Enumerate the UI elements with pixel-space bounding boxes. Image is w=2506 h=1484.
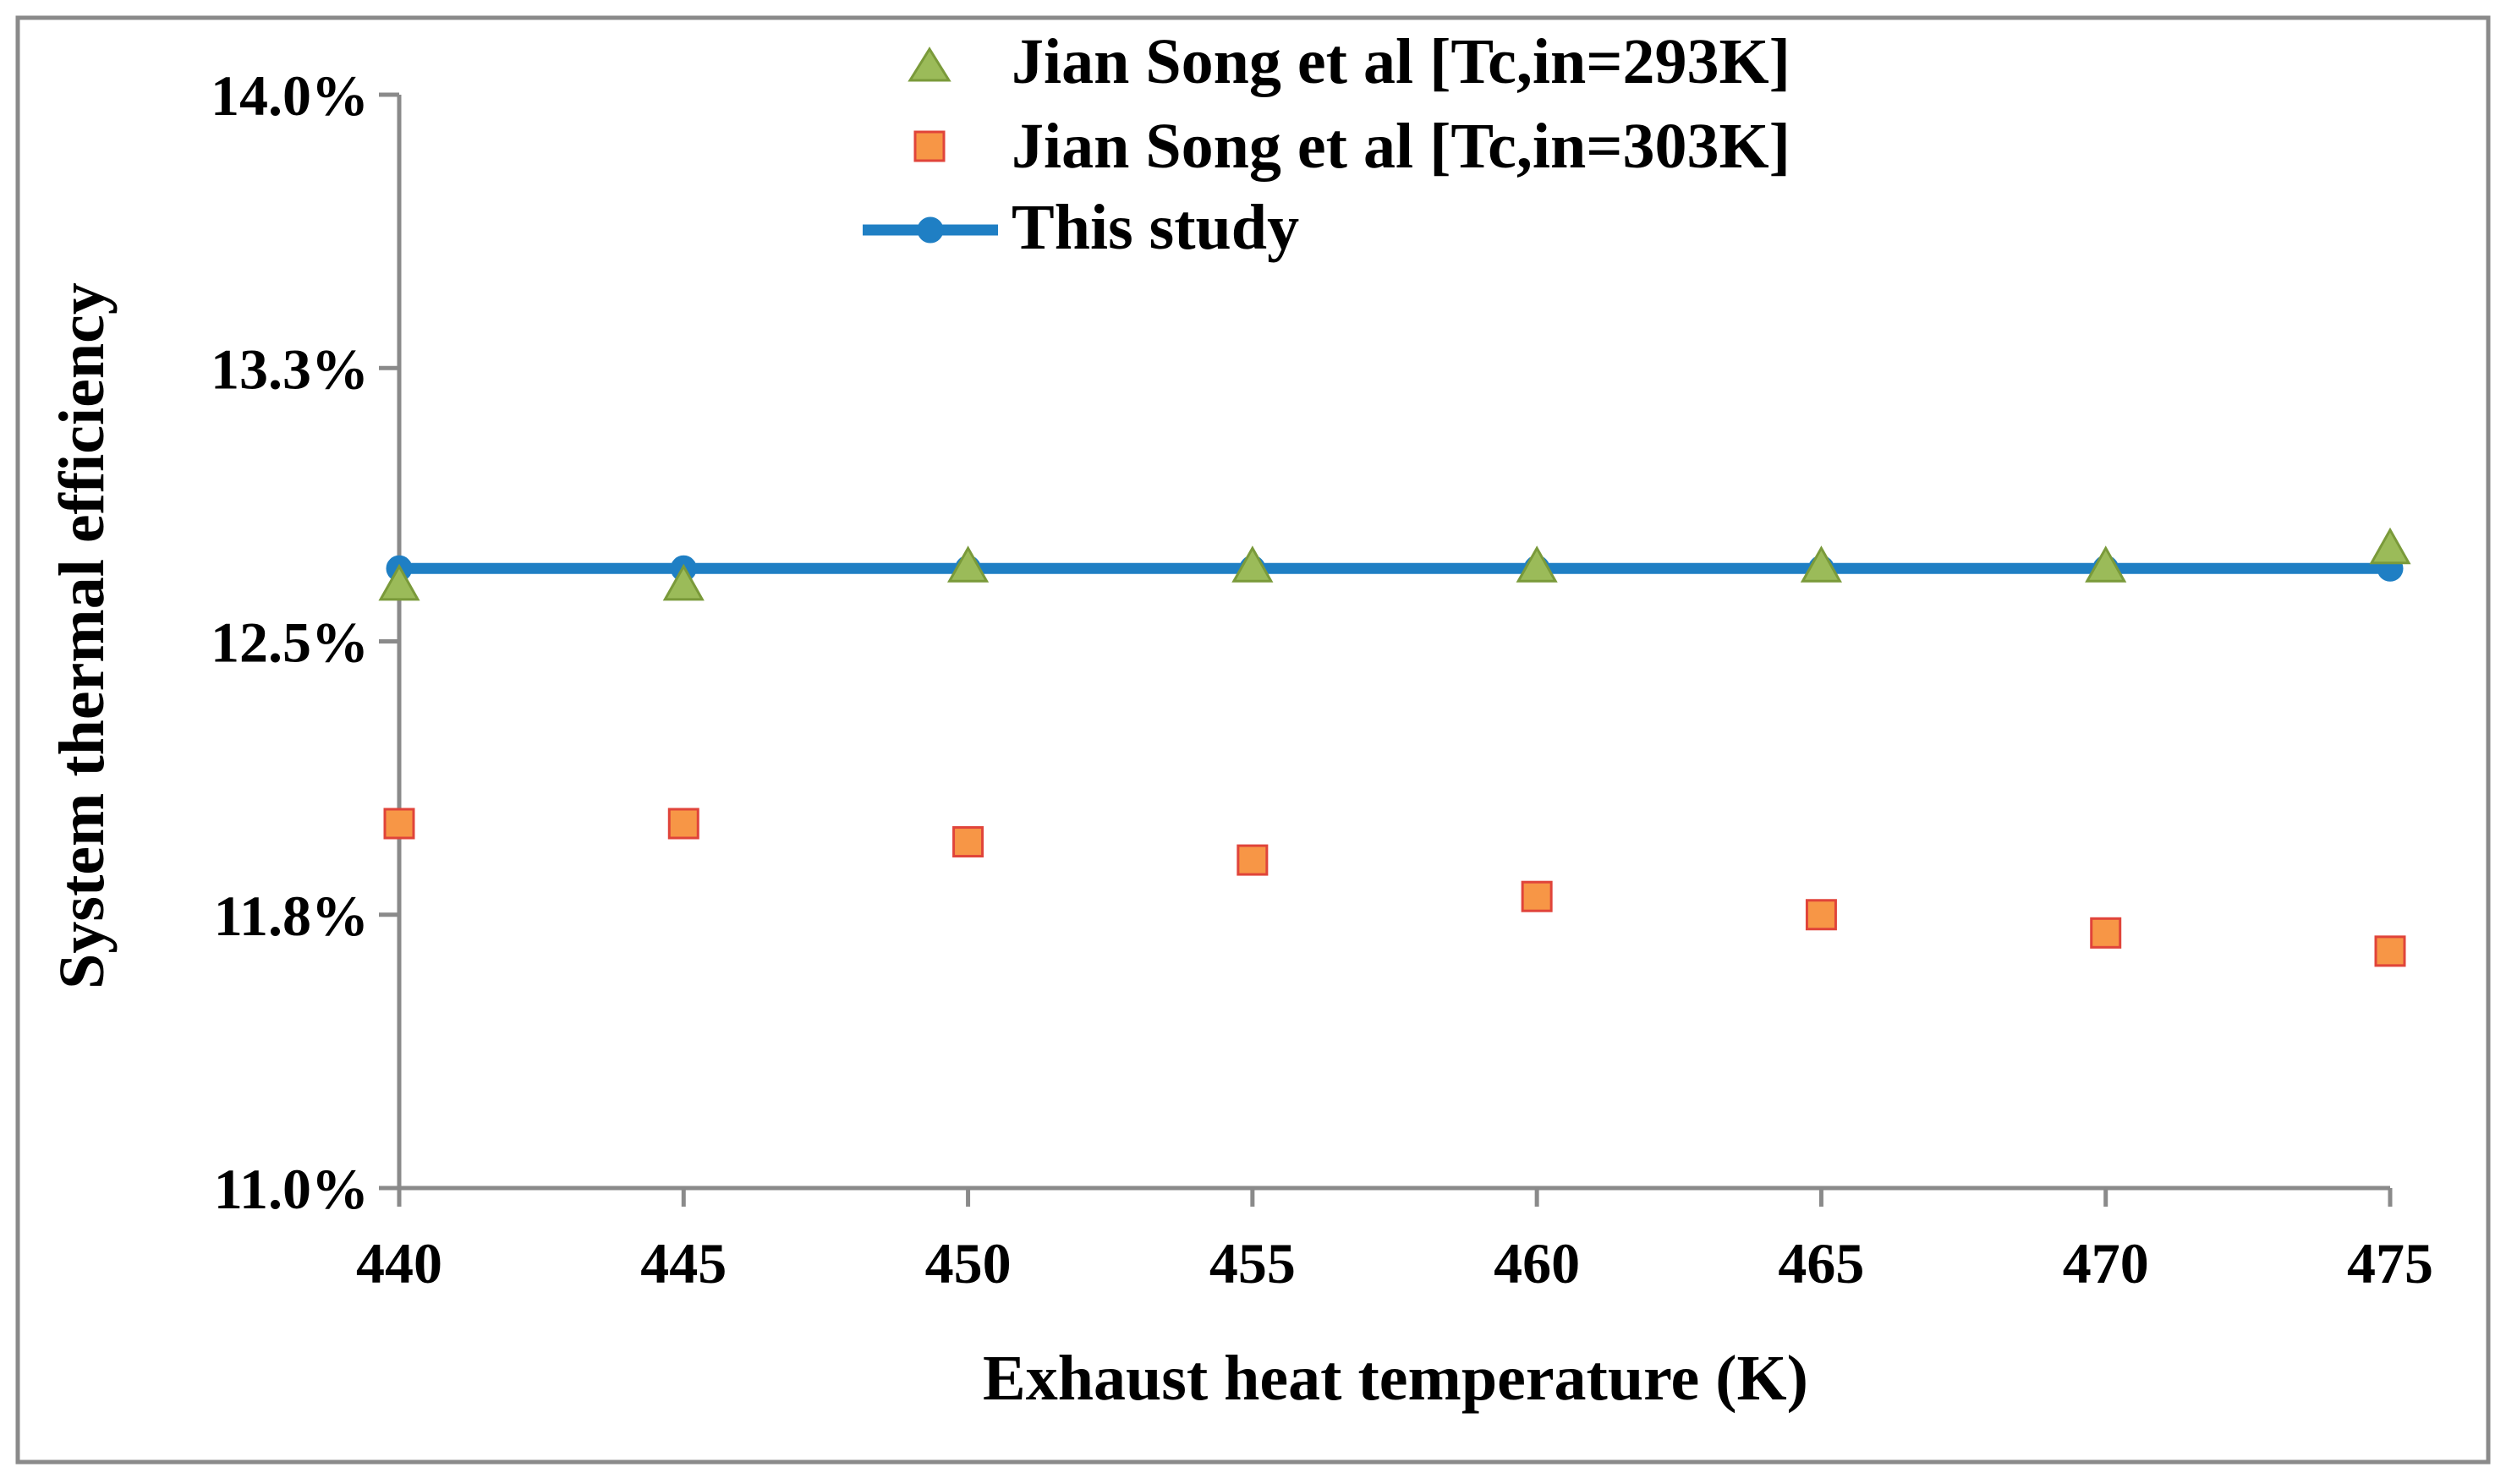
x-tick-label: 445 xyxy=(640,1231,727,1295)
data-point-triangle xyxy=(947,545,990,583)
x-tick-label: 440 xyxy=(356,1231,442,1295)
data-point-triangle xyxy=(1516,545,1558,583)
x-axis-title: Exhaust heat temperature (K) xyxy=(983,1343,1808,1414)
series-1 xyxy=(378,527,2411,601)
legend-label-series-1: Jian Song et al [Tc,in=293K] xyxy=(1012,26,1790,97)
legend-entry-series-2: Jian Song et al [Tc,in=303K] xyxy=(913,111,1790,182)
marks xyxy=(378,527,2411,967)
data-point-triangle xyxy=(2085,545,2127,583)
y-tick-label: 13.3% xyxy=(211,337,369,401)
x-tick-label: 460 xyxy=(1494,1231,1580,1295)
y-tick-label: 11.8% xyxy=(214,884,369,948)
x-tick-label: 475 xyxy=(2347,1231,2433,1295)
x-tick-label: 455 xyxy=(1209,1231,1296,1295)
data-point-square xyxy=(1237,844,1269,876)
data-point-square xyxy=(1805,899,1837,931)
data-point-square xyxy=(952,826,984,858)
data-point-triangle xyxy=(378,563,420,601)
outer-border xyxy=(15,15,2491,1465)
data-point-triangle xyxy=(1231,545,1274,583)
data-point-square xyxy=(667,808,699,840)
legend-square-marker xyxy=(913,130,946,162)
x-tick-label: 465 xyxy=(1778,1231,1864,1295)
y-axis-title: System thermal efficiency xyxy=(47,282,118,989)
legend-label-series-2: Jian Song et al [Tc,in=303K] xyxy=(1012,111,1790,182)
data-point-triangle xyxy=(1800,545,1842,583)
x-tick-label: 450 xyxy=(925,1231,1012,1295)
legend-circle-marker xyxy=(917,216,944,244)
legend: Jian Song et al [Tc,in=293K] Jian Song e… xyxy=(863,26,1790,263)
y-tick-label: 12.5% xyxy=(211,611,369,675)
data-point-triangle xyxy=(662,563,705,601)
data-point-square xyxy=(1521,880,1553,912)
legend-label-series-3: This study xyxy=(1012,192,1299,263)
x-tick-label: 470 xyxy=(2063,1231,2149,1295)
legend-entry-series-3: This study xyxy=(863,192,1299,263)
legend-triangle-marker xyxy=(908,47,951,82)
data-point-square xyxy=(2374,935,2406,967)
y-tick-label: 11.0% xyxy=(214,1157,369,1221)
data-point-square xyxy=(383,808,415,840)
data-point-square xyxy=(2090,917,2122,949)
series-2 xyxy=(383,808,2406,967)
data-point-triangle xyxy=(2369,527,2411,565)
legend-entry-series-1: Jian Song et al [Tc,in=293K] xyxy=(908,26,1790,97)
y-tick-label: 14.0% xyxy=(211,63,369,128)
ticks: 11.0% 11.8% 12.5% 13.3% 14.0% 440 445 450 455 460… xyxy=(211,63,2433,1295)
